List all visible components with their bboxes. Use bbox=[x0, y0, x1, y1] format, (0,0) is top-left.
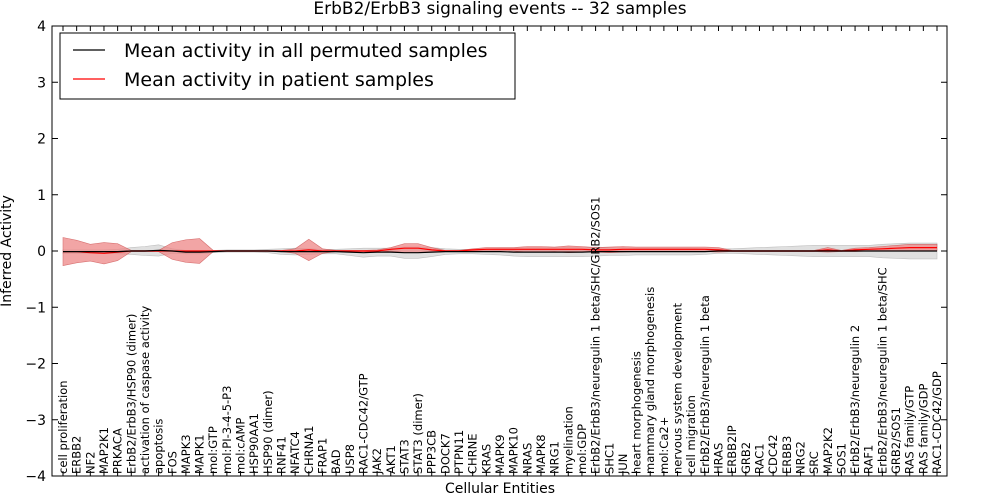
x-tick-label: CDC42 bbox=[766, 434, 780, 474]
x-tick-label: GRB2 bbox=[739, 442, 753, 474]
x-tick-label: MAPK10 bbox=[507, 427, 521, 474]
x-tick-label: mol:GDP bbox=[575, 424, 589, 474]
x-tick-label: AKT1 bbox=[384, 445, 398, 474]
permuted-mean-line bbox=[63, 249, 937, 254]
x-tick-label: apoptosis bbox=[152, 419, 166, 474]
x-tick-label: HSP90 (dimer) bbox=[261, 390, 275, 474]
legend-label-patient: Mean activity in patient samples bbox=[124, 69, 434, 91]
x-tick-label: FOS bbox=[165, 451, 179, 474]
x-tick-label: MAP2K2 bbox=[821, 427, 835, 474]
x-tick-label: PRKACA bbox=[111, 428, 125, 474]
x-tick-label: GRB2/SOS1 bbox=[889, 407, 903, 474]
x-tick-label: ErbB2/ErbB3/HSP90 (dimer) bbox=[124, 314, 138, 474]
x-tick-label: STAT3 bbox=[397, 439, 411, 474]
x-tick-label: nervous system development bbox=[671, 303, 685, 474]
x-tick-label: activation of caspase activity bbox=[138, 306, 152, 474]
x-tick-label: SOS1 bbox=[834, 443, 848, 474]
x-tick-label: cell migration bbox=[684, 395, 698, 474]
x-tick-label: CHRNE bbox=[466, 433, 480, 474]
x-tick-label: HSP90AA1 bbox=[247, 413, 261, 474]
y-tick-label: −1 bbox=[25, 300, 46, 316]
x-tick-label: DOCK7 bbox=[438, 433, 452, 474]
x-axis-label: Cellular Entities bbox=[445, 481, 555, 497]
x-tick-label: MAP2K1 bbox=[97, 427, 111, 474]
x-tick-label: mol:Ca2+ bbox=[657, 417, 671, 474]
x-tick-label: RAS family/GTP bbox=[903, 386, 917, 474]
chart-title: ErbB2/ErbB3 signaling events -- 32 sampl… bbox=[313, 0, 686, 19]
x-tick-label: NFATC4 bbox=[288, 431, 302, 474]
x-tick-label: mol:cAMP bbox=[234, 418, 248, 474]
x-tick-label: MAPK9 bbox=[493, 434, 507, 474]
x-tick-label: PPP3CB bbox=[425, 430, 439, 474]
x-tick-label: SHC1 bbox=[602, 443, 616, 474]
x-tick-label: NF2 bbox=[83, 451, 97, 474]
x-tick-label: ErbB2/ErbB3/neuregulin 1 beta bbox=[698, 295, 712, 474]
x-tick-label: RAC1-CDC42/GTP bbox=[356, 373, 370, 474]
x-tick-label: HRAS bbox=[712, 443, 726, 474]
legend: Mean activity in all permuted samples Me… bbox=[59, 32, 516, 100]
y-tick-label: 3 bbox=[37, 75, 46, 91]
x-tick-label: myelination bbox=[561, 406, 575, 474]
x-tick-label: mol:GTP bbox=[206, 426, 220, 474]
x-tick-label: ERBB2IP bbox=[725, 425, 739, 474]
x-tick-label: RAC1-CDC42/GDP bbox=[930, 371, 944, 474]
x-tick-label: BAD bbox=[329, 449, 343, 474]
x-tick-label: ERBB2 bbox=[70, 436, 84, 474]
x-tick-label: FRAP1 bbox=[316, 438, 330, 474]
x-tick-label: KRAS bbox=[479, 444, 493, 474]
x-tick-label: RAS family/GDP bbox=[916, 384, 930, 474]
x-tick-label: JAK2 bbox=[370, 448, 384, 475]
legend-box bbox=[59, 32, 516, 100]
y-tick-label: 2 bbox=[37, 132, 46, 148]
x-tick-label: mol:PI-3-4-5-P3 bbox=[220, 386, 234, 474]
x-tick-label: ErbB2/ErbB3/neuregulin 1 beta/SHC bbox=[875, 267, 889, 474]
x-tick-label: heart morphogenesis bbox=[630, 351, 644, 474]
x-tick-label: NRG1 bbox=[548, 441, 562, 474]
x-tick-label: NRAS bbox=[520, 443, 534, 474]
x-tick-label: MAPK1 bbox=[193, 434, 207, 474]
x-tick-label: STAT3 (dimer) bbox=[411, 393, 425, 474]
legend-label-permuted: Mean activity in all permuted samples bbox=[124, 40, 487, 62]
y-tick-label: 4 bbox=[37, 19, 46, 35]
x-tick-label: CHRNA1 bbox=[302, 426, 316, 474]
y-tick-label: −3 bbox=[25, 413, 46, 429]
y-tick-label: −2 bbox=[25, 357, 46, 373]
x-tick-label: PTPN11 bbox=[452, 430, 466, 474]
plot-area bbox=[62, 237, 938, 266]
x-tick-label: ErbB2/ErbB3/neuregulin 1 beta/SHC/GRB2/S… bbox=[589, 197, 603, 474]
x-tick-label: NRG2 bbox=[793, 441, 807, 474]
x-tick-label: JUN bbox=[616, 454, 630, 475]
x-tick-label: cell proliferation bbox=[56, 380, 70, 474]
x-tick-label: ErbB2/ErbB3/neuregulin 2 bbox=[848, 325, 862, 474]
x-tick-label: ERBB3 bbox=[780, 436, 794, 474]
x-tick-label: MAPK3 bbox=[179, 434, 193, 474]
x-tick-label: USP8 bbox=[343, 444, 357, 474]
x-tick-label: MAPK8 bbox=[534, 434, 548, 474]
y-tick-label: 1 bbox=[37, 188, 46, 204]
y-tick-label: 0 bbox=[37, 244, 46, 260]
y-axis-label: Inferred Activity bbox=[0, 195, 15, 307]
x-tick-label: RNF41 bbox=[275, 436, 289, 474]
x-tick-label: RAC1 bbox=[753, 443, 767, 474]
x-tick-label: mammary gland morphogenesis bbox=[643, 287, 657, 474]
x-tick-label: RAF1 bbox=[862, 445, 876, 474]
y-tick-label: −4 bbox=[25, 469, 46, 485]
x-tick-label: SRC bbox=[807, 451, 821, 474]
